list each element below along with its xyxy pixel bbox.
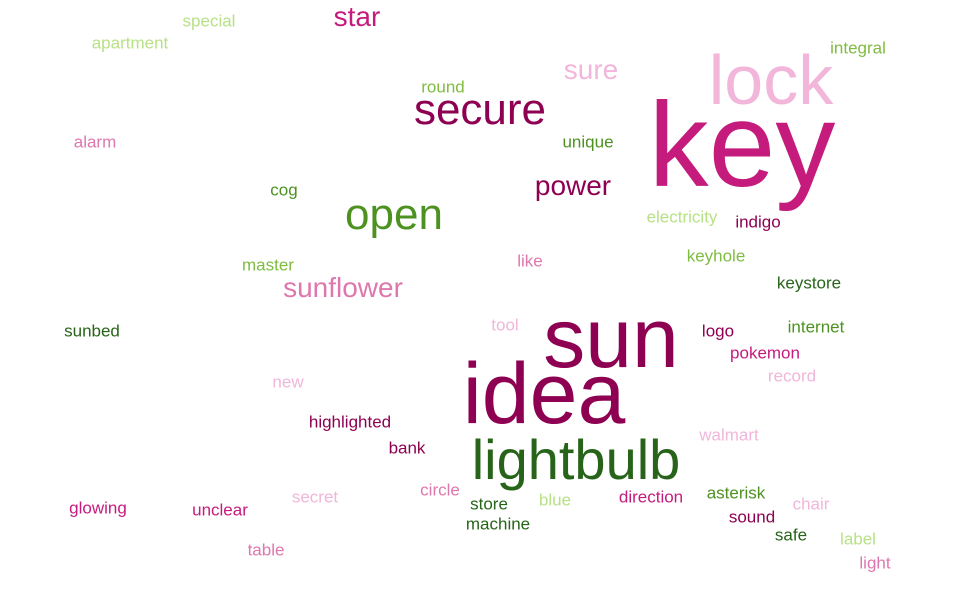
word-walmart: walmart	[699, 425, 759, 445]
word-light: light	[859, 553, 891, 573]
word-keyhole: keyhole	[686, 246, 746, 266]
word-master: master	[242, 255, 294, 275]
word-circle: circle	[420, 480, 460, 500]
word-round: round	[421, 77, 465, 97]
word-alarm: alarm	[73, 132, 117, 152]
word-label: label	[840, 529, 876, 549]
word-new: new	[272, 372, 304, 392]
word-record: record	[767, 366, 817, 386]
word-star: star	[333, 1, 381, 32]
word-idea: idea	[462, 346, 626, 442]
word-logo: logo	[701, 321, 735, 341]
word-safe: safe	[774, 525, 808, 545]
word-key: key	[648, 78, 836, 212]
word-lightbulb: lightbulb	[471, 428, 681, 491]
word-sunflower: sunflower	[283, 272, 403, 303]
word-integral: integral	[830, 38, 886, 58]
word-direction: direction	[618, 487, 684, 507]
word-secret: secret	[291, 487, 339, 507]
word-power: power	[534, 170, 612, 201]
word-highlighted: highlighted	[308, 412, 392, 432]
word-table: table	[247, 540, 285, 560]
word-glowing: glowing	[69, 498, 127, 518]
word-machine: machine	[465, 514, 531, 534]
word-blue: blue	[538, 490, 572, 510]
word-electricity: electricity	[646, 207, 718, 227]
word-sound: sound	[728, 507, 776, 527]
word-chair: chair	[792, 494, 830, 514]
word-store: store	[470, 494, 508, 514]
word-sure: sure	[563, 54, 619, 85]
word-tool: tool	[491, 315, 519, 335]
word-sunbed: sunbed	[64, 321, 120, 341]
word-special: special	[182, 11, 236, 31]
word-pokemon: pokemon	[730, 343, 800, 363]
word-like: like	[517, 251, 543, 271]
word-indigo: indigo	[735, 212, 781, 232]
word-open: open	[345, 190, 443, 239]
word-lock: lock	[708, 41, 834, 119]
word-apartment: apartment	[91, 33, 169, 53]
word-unique: unique	[562, 132, 614, 152]
word-secure: secure	[413, 85, 547, 134]
word-keystore: keystore	[776, 273, 842, 293]
word-unclear: unclear	[192, 500, 248, 520]
word-cog: cog	[270, 180, 298, 200]
word-asterisk: asterisk	[706, 483, 766, 503]
word-internet: internet	[787, 317, 845, 337]
word-sun: sun	[543, 291, 679, 385]
word-bank: bank	[388, 438, 426, 458]
